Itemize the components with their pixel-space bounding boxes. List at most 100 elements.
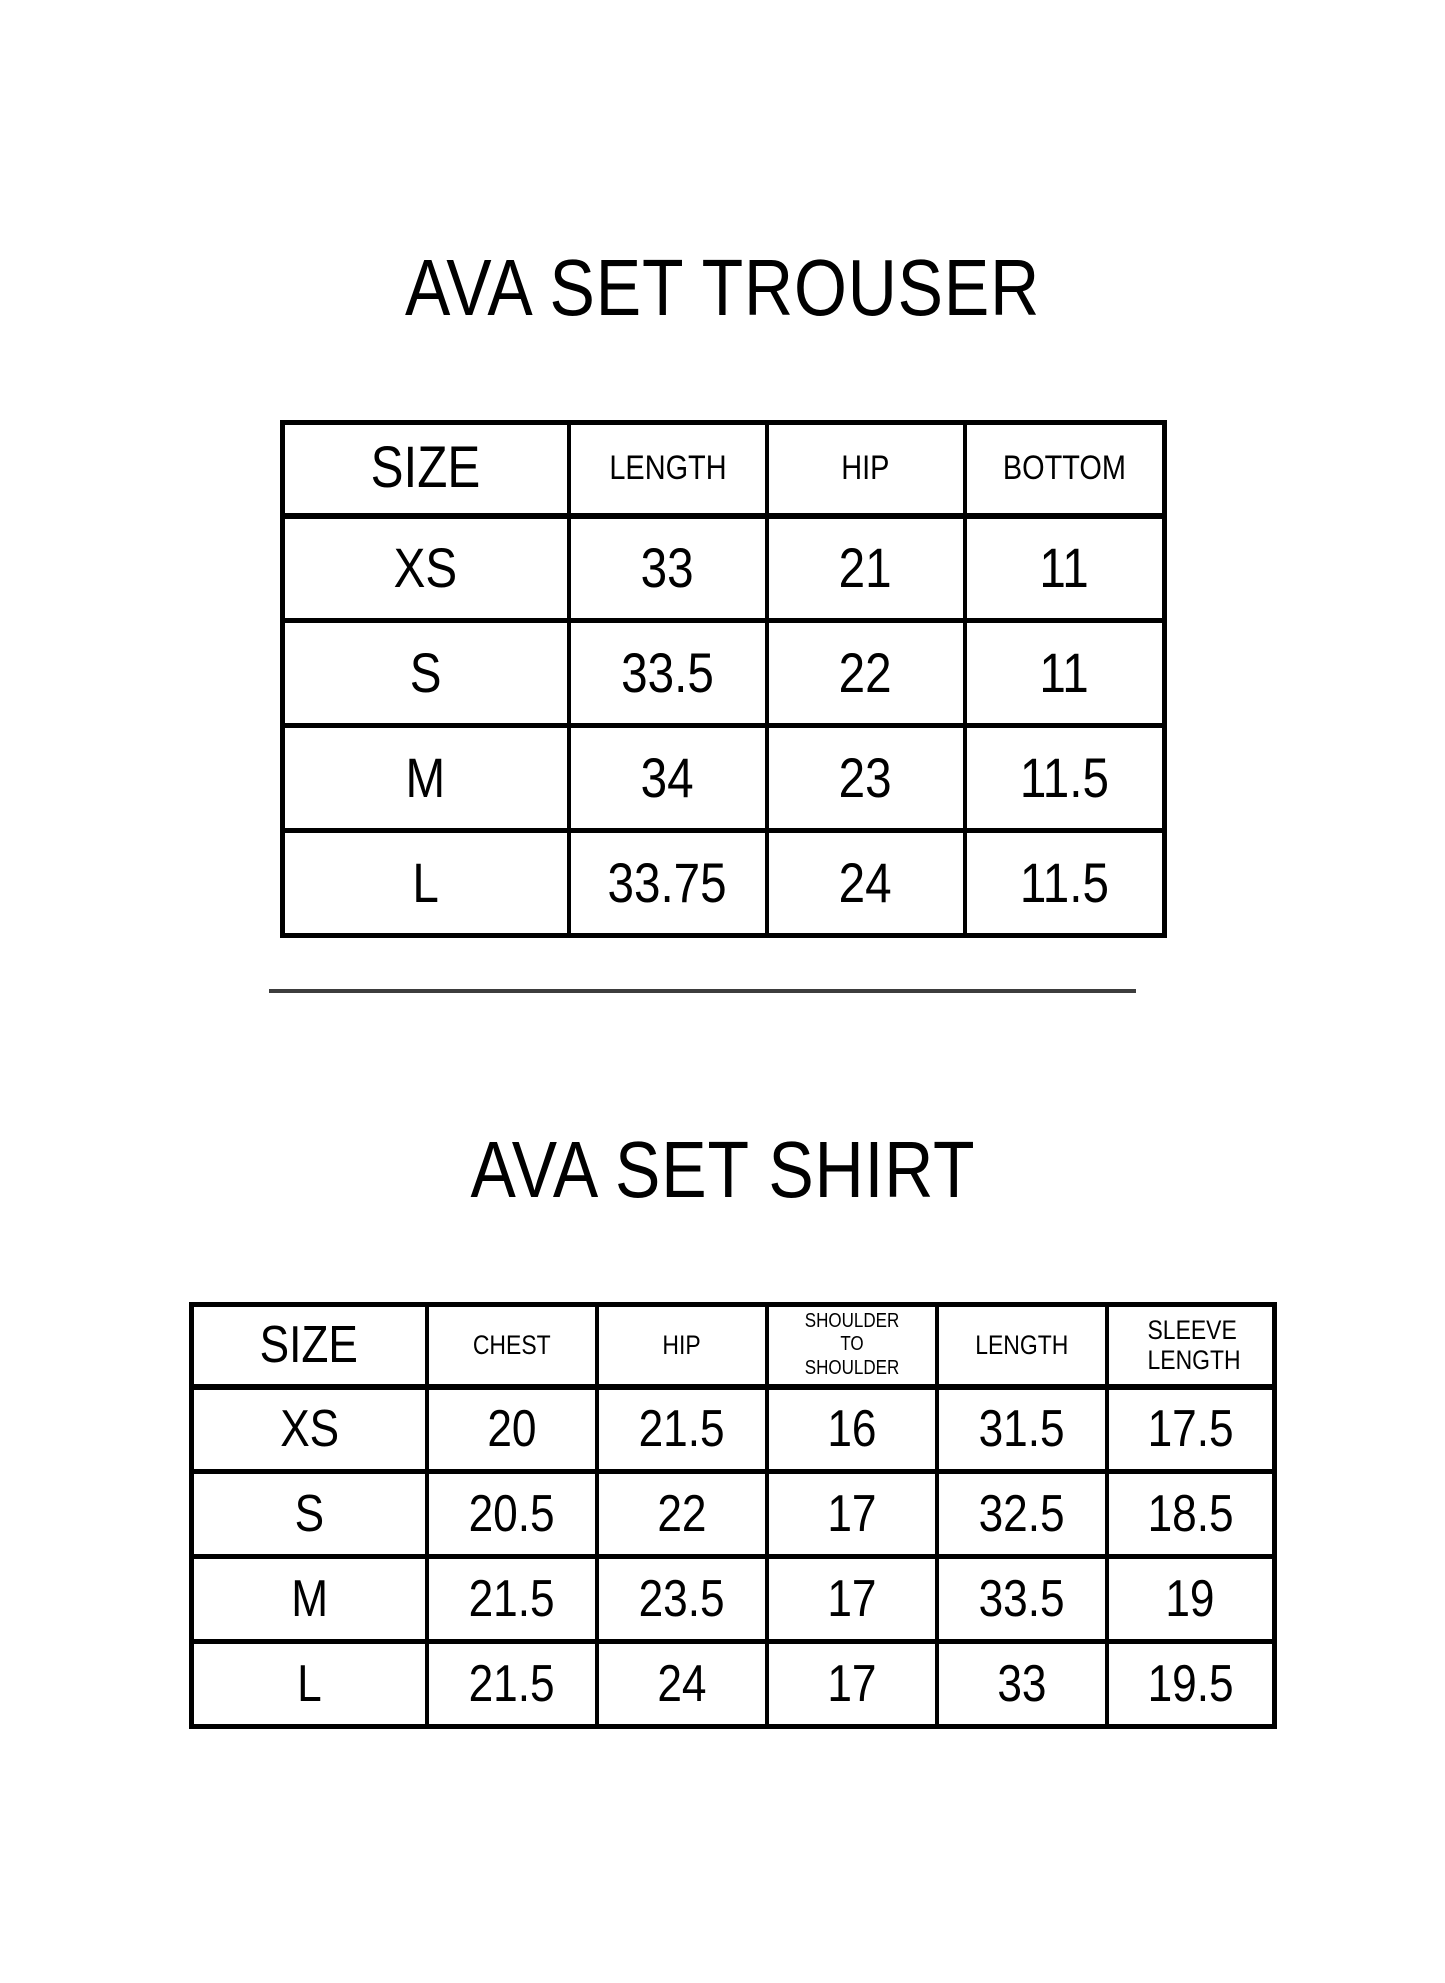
- table-cell: 11: [962, 618, 1167, 728]
- table-header-row: SIZE CHEST HIP SHOULDER TO SHOULDER LENG…: [189, 1302, 1277, 1390]
- measurement-value: 21.5: [468, 1654, 555, 1713]
- table-cell: 11.5: [962, 723, 1167, 833]
- row-label-cell: M: [280, 723, 571, 833]
- measurement-value: 17.5: [1147, 1399, 1234, 1458]
- table-cell: 24: [594, 1639, 769, 1729]
- size-label: L: [296, 1654, 322, 1713]
- table-row-l: L 21.5 24 17 33 19.5: [189, 1639, 1277, 1729]
- measurement-value: 21: [839, 535, 892, 599]
- column-header-label: BOTTOM: [1002, 448, 1126, 487]
- measurement-value: 32.5: [978, 1484, 1065, 1543]
- measurement-value: 33: [996, 1654, 1047, 1713]
- shirt-title-text: AVA SET SHIRT: [470, 1125, 975, 1214]
- column-header-sleeve-length: SLEEVE LENGTH: [1104, 1302, 1277, 1390]
- column-header-label: LENGTH: [974, 1330, 1069, 1361]
- table-cell: 21.5: [424, 1639, 599, 1729]
- measurement-value: 24: [656, 1654, 707, 1713]
- column-header-length: LENGTH: [566, 420, 769, 519]
- size-label: XS: [393, 535, 458, 599]
- size-label: L: [412, 850, 439, 914]
- column-header-size: SIZE: [280, 420, 571, 519]
- measurement-value: 21.5: [638, 1399, 725, 1458]
- table-cell: 21: [764, 513, 967, 623]
- measurement-value: 33.5: [978, 1569, 1065, 1628]
- column-header-label: SLEEVE LENGTH: [1147, 1315, 1241, 1376]
- measurement-value: 33.5: [621, 640, 714, 704]
- table-cell: 32.5: [934, 1469, 1109, 1559]
- trouser-section-title: AVA SET TROUSER: [0, 246, 1445, 330]
- measurement-value: 34: [641, 745, 694, 809]
- table-row-m: M 21.5 23.5 17 33.5 19: [189, 1554, 1277, 1644]
- table-row-m: M 34 23 11.5: [280, 723, 1167, 833]
- column-header-label: HIP: [662, 1330, 701, 1361]
- measurement-value: 23.5: [638, 1569, 725, 1628]
- table-cell: 22: [764, 618, 967, 728]
- trouser-size-table: SIZE LENGTH HIP BOTTOM XS 33 21 11 S 33.…: [280, 420, 1167, 938]
- table-cell: 11.5: [962, 828, 1167, 938]
- column-header-hip: HIP: [594, 1302, 769, 1390]
- column-header-bottom: BOTTOM: [962, 420, 1167, 519]
- measurement-value: 22: [656, 1484, 707, 1543]
- table-cell: 24: [764, 828, 967, 938]
- table-cell: 17: [764, 1469, 939, 1559]
- row-label-cell: S: [189, 1469, 429, 1559]
- row-label-cell: S: [280, 618, 571, 728]
- measurement-value: 16: [826, 1399, 877, 1458]
- measurement-value: 19: [1165, 1569, 1215, 1628]
- measurement-value: 11: [1039, 640, 1089, 704]
- measurement-value: 17: [826, 1569, 877, 1628]
- shirt-size-table: SIZE CHEST HIP SHOULDER TO SHOULDER LENG…: [189, 1302, 1277, 1729]
- size-label: M: [290, 1569, 328, 1628]
- row-label-cell: L: [280, 828, 571, 938]
- measurement-value: 31.5: [978, 1399, 1065, 1458]
- measurement-value: 24: [839, 850, 892, 914]
- table-cell: 21.5: [424, 1554, 599, 1644]
- trouser-title-text: AVA SET TROUSER: [404, 243, 1041, 332]
- table-cell: 33: [566, 513, 769, 623]
- column-header-label: SIZE: [260, 1315, 359, 1374]
- table-cell: 19.5: [1104, 1639, 1277, 1729]
- shirt-section-title: AVA SET SHIRT: [0, 1128, 1445, 1212]
- row-label-cell: M: [189, 1554, 429, 1644]
- measurement-value: 19.5: [1147, 1654, 1234, 1713]
- table-cell: 18.5: [1104, 1469, 1277, 1559]
- table-row-s: S 20.5 22 17 32.5 18.5: [189, 1469, 1277, 1559]
- measurement-value: 20.5: [468, 1484, 555, 1543]
- measurement-value: 18.5: [1147, 1484, 1234, 1543]
- measurement-value: 11.5: [1019, 850, 1109, 914]
- table-row-l: L 33.75 24 11.5: [280, 828, 1167, 938]
- measurement-value: 11.5: [1019, 745, 1109, 809]
- table-cell: 19: [1104, 1554, 1277, 1644]
- column-header-label: SIZE: [370, 435, 481, 501]
- measurement-value: 17: [826, 1654, 877, 1713]
- column-header-label: SHOULDER TO SHOULDER: [804, 1309, 899, 1380]
- column-header-label: CHEST: [472, 1330, 551, 1361]
- table-cell: 23.5: [594, 1554, 769, 1644]
- size-label: S: [409, 640, 442, 704]
- table-cell: 33.75: [566, 828, 769, 938]
- table-cell: 33: [934, 1639, 1109, 1729]
- measurement-value: 33.75: [607, 850, 728, 914]
- table-cell: 20.5: [424, 1469, 599, 1559]
- column-header-size: SIZE: [189, 1302, 429, 1390]
- section-divider-line: [269, 989, 1136, 993]
- measurement-value: 23: [839, 745, 892, 809]
- measurement-value: 33: [641, 535, 694, 599]
- column-header-label: LENGTH: [608, 448, 727, 487]
- table-cell: 21.5: [594, 1384, 769, 1474]
- measurement-value: 20: [486, 1399, 537, 1458]
- row-label-cell: XS: [189, 1384, 429, 1474]
- table-header-row: SIZE LENGTH HIP BOTTOM: [280, 420, 1167, 519]
- size-label: M: [405, 745, 446, 809]
- table-cell: 17.5: [1104, 1384, 1277, 1474]
- table-cell: 17: [764, 1554, 939, 1644]
- column-header-label: HIP: [841, 448, 890, 487]
- measurement-value: 22: [839, 640, 892, 704]
- column-header-shoulder-to-shoulder: SHOULDER TO SHOULDER: [764, 1302, 939, 1390]
- table-cell: 23: [764, 723, 967, 833]
- table-row-s: S 33.5 22 11: [280, 618, 1167, 728]
- size-label: XS: [279, 1399, 339, 1458]
- row-label-cell: XS: [280, 513, 571, 623]
- measurement-value: 21.5: [468, 1569, 555, 1628]
